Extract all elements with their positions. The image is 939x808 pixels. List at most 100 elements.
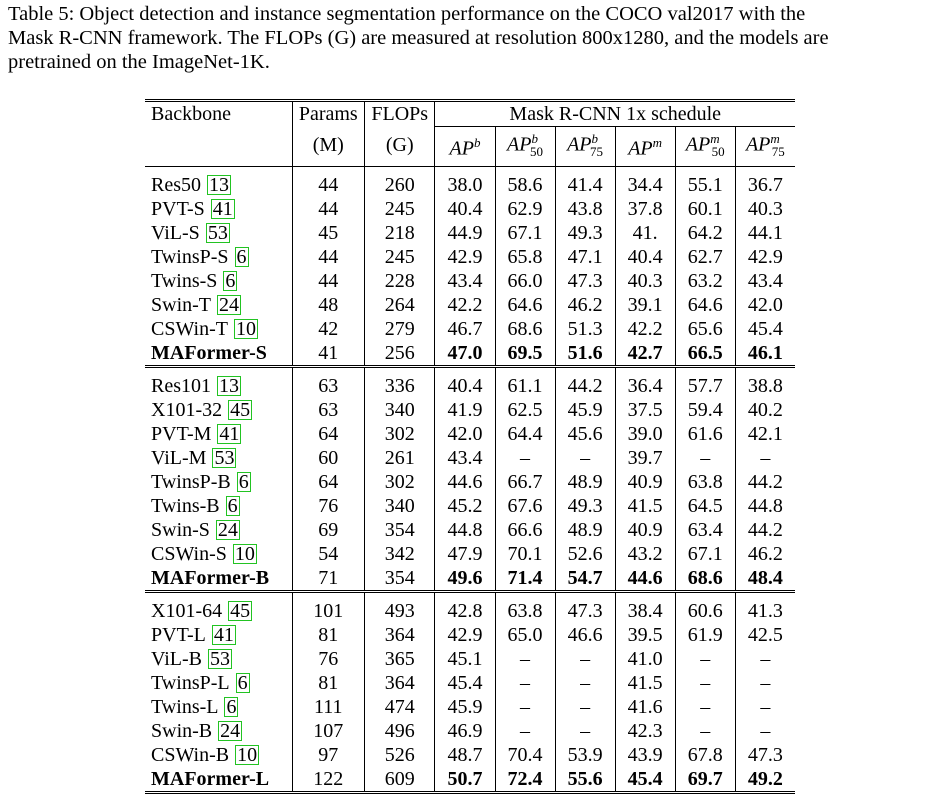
table-row: Twins-B 6 76 340 45.2 67.6 49.3 41.5 64.5 44.8 — [145, 493, 795, 518]
citation-link[interactable]: 45 — [228, 398, 253, 421]
metric-cell: 46.6 — [554, 622, 616, 647]
results-table: Backbone Params FLOPs Mask R-CNN 1x sche… — [145, 99, 795, 794]
citation-link[interactable]: 6 — [236, 470, 251, 493]
metric-cell: 67.1 — [674, 541, 736, 566]
metric-cell: 42.0 — [734, 292, 795, 317]
citation-link[interactable]: 13 — [217, 374, 241, 397]
citation-link[interactable]: 13 — [207, 173, 231, 196]
metric-cell: 39.1 — [614, 292, 676, 317]
backbone-name: TwinsP-L — [151, 671, 230, 694]
metric-cell: 40.3 — [614, 268, 676, 293]
citation-link[interactable]: 24 — [215, 518, 240, 541]
metric-cell: 47.3 — [554, 591, 616, 623]
backbone-name: CSWin-T — [151, 317, 228, 340]
metric-cell: 43.4 — [434, 445, 495, 470]
metric-cell: – — [674, 646, 736, 671]
citation-link[interactable]: 6 — [224, 695, 239, 718]
caption-line-1: Table 5: Object detection and instance s… — [8, 3, 806, 25]
backbone-cell: Res50 13 — [145, 166, 292, 197]
header-ap-base: AP — [567, 133, 592, 156]
metric-cell: 61.9 — [674, 622, 736, 647]
backbone-cell: PVT-S 41 — [145, 197, 292, 221]
citation-link[interactable]: 24 — [218, 719, 243, 742]
backbone-name: PVT-L — [151, 623, 206, 646]
metric-cell: – — [494, 445, 556, 470]
citation-link[interactable]: 24 — [217, 293, 241, 316]
metric-cell: 46.1 — [734, 340, 795, 368]
metric-cell: 47.3 — [554, 268, 616, 293]
citation-link[interactable]: 10 — [232, 542, 257, 565]
metric-cell: – — [494, 670, 556, 695]
backbone-cell: Twins-S 6 — [145, 269, 292, 293]
metric-cell: 49.3 — [554, 220, 616, 245]
citation-link[interactable]: 41 — [211, 623, 236, 646]
citation-link[interactable]: 6 — [225, 494, 240, 517]
table-row: Res50 13 44 260 38.0 58.6 41.4 34.4 55.1 36.7 — [145, 166, 795, 197]
citation-link[interactable]: 10 — [235, 743, 260, 766]
metric-cell: 62.5 — [494, 397, 556, 422]
backbone-name: PVT-S — [151, 197, 205, 220]
table-row: MAFormer-B 71 354 49.6 71.4 54.7 44.6 68.6 48.4 — [145, 565, 795, 593]
citation-link[interactable]: 53 — [208, 647, 233, 670]
backbone-cell: MAFormer-S — [145, 340, 293, 368]
metric-cell: 46.9 — [434, 718, 495, 743]
metric-cell: 44.6 — [614, 565, 676, 593]
metric-cell: 52.6 — [554, 541, 616, 566]
header-flops-unit: (G) — [364, 126, 435, 167]
backbone-cell: ViL-M 53 — [145, 446, 292, 470]
flops-cell: 261 — [364, 445, 435, 470]
metric-cell: 42.3 — [614, 718, 676, 743]
citation-link[interactable]: 45 — [228, 599, 253, 622]
metric-cell: – — [554, 445, 616, 470]
params-cell: 71 — [291, 565, 365, 593]
citation-link[interactable]: 6 — [234, 245, 249, 268]
params-cell: 48 — [291, 292, 365, 317]
header-ap-sub: 75 — [590, 143, 604, 159]
metric-cell: 40.3 — [734, 196, 795, 221]
metric-cell: 65.6 — [674, 316, 736, 341]
metric-cell: 45.9 — [434, 694, 495, 719]
metric-cell: 60.6 — [674, 591, 736, 623]
metric-cell: 43.8 — [554, 196, 616, 221]
flops-cell: 340 — [364, 397, 435, 422]
metric-cell: 69.7 — [674, 766, 736, 794]
metric-cell: 59.4 — [674, 397, 736, 422]
citation-link[interactable]: 53 — [205, 221, 230, 244]
header-ap-sup: b — [531, 131, 538, 146]
metric-cell: 49.2 — [734, 766, 795, 794]
metric-cell: 47.3 — [734, 742, 795, 767]
metric-cell: 66.0 — [494, 268, 556, 293]
table-row: TwinsP-B 6 64 302 44.6 66.7 48.9 40.9 63.8 44.2 — [145, 469, 795, 494]
backbone-name: Twins-L — [151, 695, 219, 718]
backbone-cell: TwinsP-S 6 — [145, 245, 292, 269]
metric-cell: 40.9 — [614, 517, 676, 542]
metric-cell: 68.6 — [494, 316, 556, 341]
citation-link[interactable]: 6 — [235, 671, 250, 694]
metric-cell: 39.0 — [614, 421, 676, 446]
metric-cell: 41.3 — [734, 591, 795, 623]
metric-cell: 40.4 — [434, 366, 495, 398]
flops-cell: 264 — [364, 292, 435, 317]
params-cell: 42 — [291, 316, 365, 341]
params-cell: 41 — [291, 340, 365, 368]
metric-cell: 63.2 — [674, 268, 736, 293]
table-row: Twins-L 6 111 474 45.9– –41.6– – — [145, 694, 795, 719]
citation-link[interactable]: 41 — [217, 422, 242, 445]
metric-cell: 61.6 — [674, 421, 736, 446]
citation-link[interactable]: 41 — [210, 197, 235, 220]
backbone-cell: MAFormer-B — [145, 565, 293, 593]
metric-cell: 37.5 — [614, 397, 676, 422]
flops-cell: 279 — [364, 316, 435, 341]
citation-link[interactable]: 6 — [223, 269, 238, 292]
header-params: Params — [291, 99, 365, 127]
citation-link[interactable]: 53 — [212, 446, 237, 469]
params-cell: 69 — [291, 517, 365, 542]
metric-cell: 45.4 — [434, 670, 495, 695]
metric-cell: 42.9 — [434, 244, 495, 269]
metric-cell: 63.8 — [494, 591, 556, 623]
citation-link[interactable]: 10 — [233, 317, 258, 340]
params-cell: 44 — [291, 244, 365, 269]
header-flops: FLOPs — [364, 99, 435, 127]
metric-cell: 41. — [614, 220, 676, 245]
flops-cell: 496 — [364, 718, 435, 743]
